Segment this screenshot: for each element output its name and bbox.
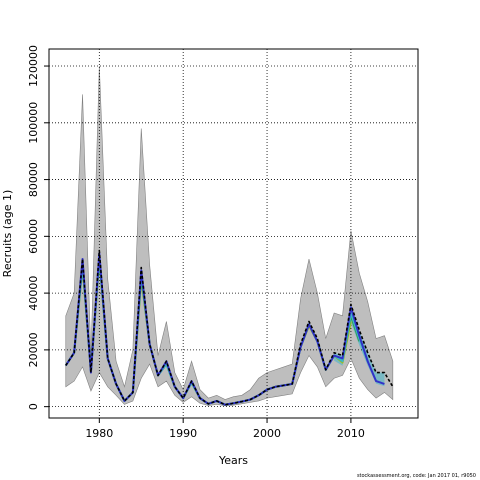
- footer-credit: stockassessment.org, code: Jan 2017 01, …: [356, 473, 476, 479]
- x-tick-label: 2000: [253, 427, 281, 440]
- x-tick-label: 2010: [337, 427, 365, 440]
- x-tick-label: 1980: [85, 427, 113, 440]
- axis-layer: 1980 1990 2000 2010 0 20000 40000 60000 80000 100…: [27, 45, 365, 440]
- x-axis-title: Years: [218, 454, 248, 467]
- x-tick-label: 1990: [169, 427, 197, 440]
- y-tick-label: 120000: [27, 45, 40, 87]
- retro-spread-band: [334, 304, 385, 387]
- series-line-0: [65, 249, 394, 406]
- y-tick-label: 80000: [27, 162, 40, 197]
- plot-frame: [48, 48, 419, 419]
- y-tick-label: 60000: [27, 219, 40, 254]
- y-tick-label: 0: [27, 403, 40, 410]
- y-tick-label: 20000: [27, 332, 40, 367]
- y-axis-title: Recruits (age 1): [1, 190, 14, 278]
- y-tick-label: 40000: [27, 276, 40, 311]
- y-tick-label: 100000: [27, 102, 40, 144]
- series-layer: [64, 249, 394, 406]
